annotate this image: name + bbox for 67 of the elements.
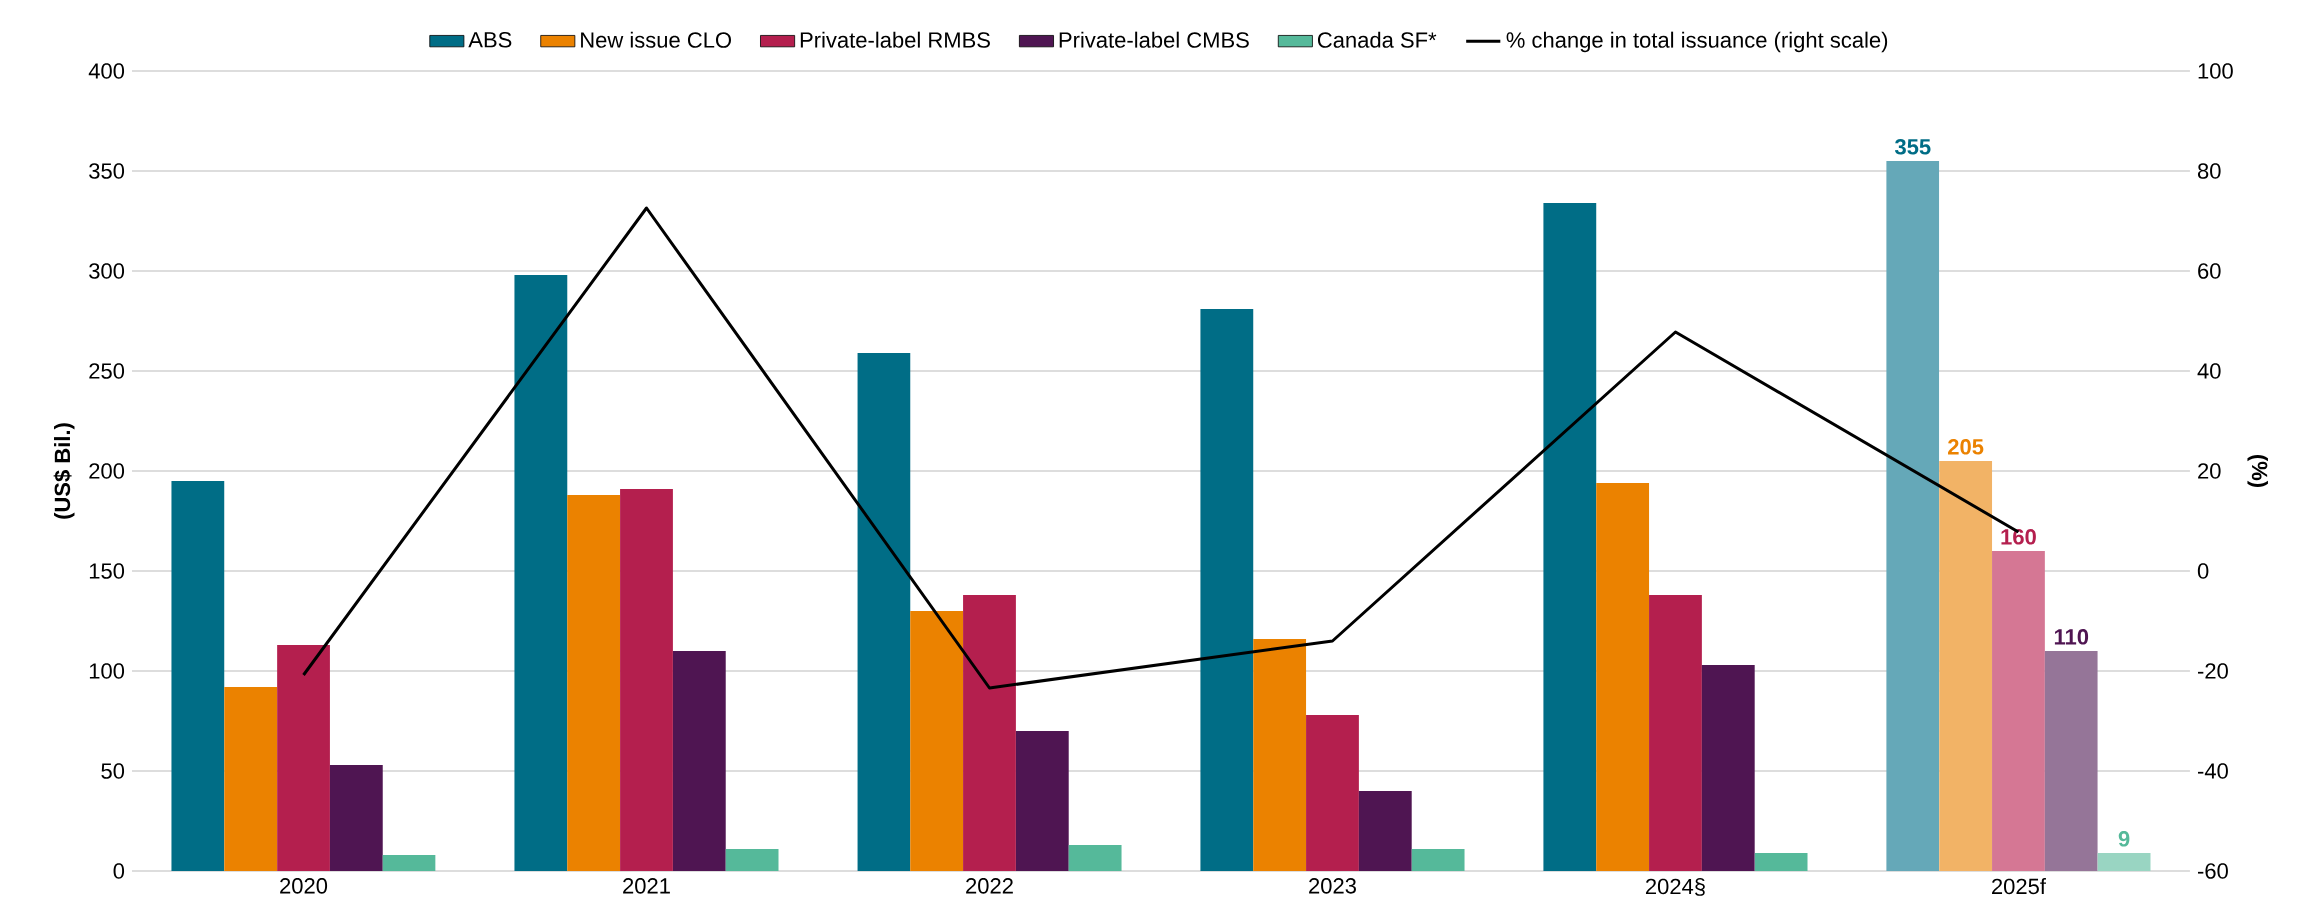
bar xyxy=(1306,715,1359,871)
bar xyxy=(725,849,779,871)
y2-tick-label: 60 xyxy=(2198,263,2221,279)
bar xyxy=(514,275,568,871)
y2-tick-label: 80 xyxy=(2197,163,2221,179)
bar xyxy=(1015,731,1069,871)
bar xyxy=(910,611,964,871)
y2-tick-label: 40 xyxy=(2197,363,2221,379)
bar xyxy=(1649,595,1702,871)
y2-tick-label: -40 xyxy=(2197,763,2228,779)
y-tick-label: 350 xyxy=(89,163,125,179)
bar xyxy=(1596,483,1650,871)
bar xyxy=(1068,845,1122,871)
bar xyxy=(1886,161,1940,871)
y-axis-title: (US$ Bil.) xyxy=(53,423,75,519)
bar xyxy=(1701,665,1755,871)
bar xyxy=(1543,203,1597,871)
y-tick-label: 0 xyxy=(113,863,125,879)
y2-tick-label: -60 xyxy=(2197,863,2228,879)
y2-tick-label: -20 xyxy=(2197,663,2228,679)
y2-tick-label: 0 xyxy=(2197,563,2209,579)
bar xyxy=(1358,791,1412,871)
bar xyxy=(277,645,330,871)
y2-tick-label: 20 xyxy=(2198,463,2221,479)
bar xyxy=(382,855,436,871)
bar xyxy=(857,353,911,871)
y-tick-label: 200 xyxy=(89,463,125,479)
bar xyxy=(963,595,1016,871)
bar xyxy=(224,687,278,871)
bar xyxy=(1411,849,1465,871)
bar xyxy=(171,481,225,871)
legend-label: % change in total issuance (right scale) xyxy=(1506,31,1888,53)
bar xyxy=(2044,651,2098,871)
bar xyxy=(1992,551,2045,871)
bar xyxy=(1754,853,1808,871)
x-tick-label: 2024§ xyxy=(1645,878,1705,896)
legend-label: ABS xyxy=(468,31,512,48)
y-tick-label: 400 xyxy=(88,63,125,79)
bar xyxy=(620,489,673,871)
y-tick-label: 150 xyxy=(89,563,125,579)
x-tick-label: 2025f xyxy=(1992,878,2046,895)
data-label: 160 xyxy=(2001,529,2036,545)
x-tick-label: 2020 xyxy=(280,878,328,894)
data-label: 355 xyxy=(1894,139,1931,155)
y-tick-label: 250 xyxy=(89,363,125,379)
data-label: 9 xyxy=(2118,831,2130,847)
legend-label: New issue CLO xyxy=(581,31,732,48)
y-tick-label: 100 xyxy=(89,663,125,679)
legend-label: Canada SF* xyxy=(1317,31,1437,48)
bar xyxy=(329,765,383,871)
y2-tick-label: 100 xyxy=(2198,63,2233,79)
y2-axis-title: (%) xyxy=(2247,454,2268,488)
bar xyxy=(1200,309,1254,871)
bar xyxy=(567,495,621,871)
data-label: 110 xyxy=(2054,629,2089,645)
legend-label: Private-label RMBS xyxy=(800,31,990,48)
x-tick-label: 2023 xyxy=(1309,878,1356,894)
x-tick-label: 2022 xyxy=(966,878,1013,894)
bar xyxy=(672,651,726,871)
bar xyxy=(2097,853,2151,871)
bar xyxy=(1253,639,1307,871)
legend-label: Private-label CMBS xyxy=(1059,31,1249,48)
data-label: 205 xyxy=(1948,439,1984,455)
y-tick-label: 300 xyxy=(89,263,125,279)
x-tick-label: 2021 xyxy=(623,878,670,894)
y-tick-label: 50 xyxy=(101,763,125,779)
bar xyxy=(1939,461,1993,871)
